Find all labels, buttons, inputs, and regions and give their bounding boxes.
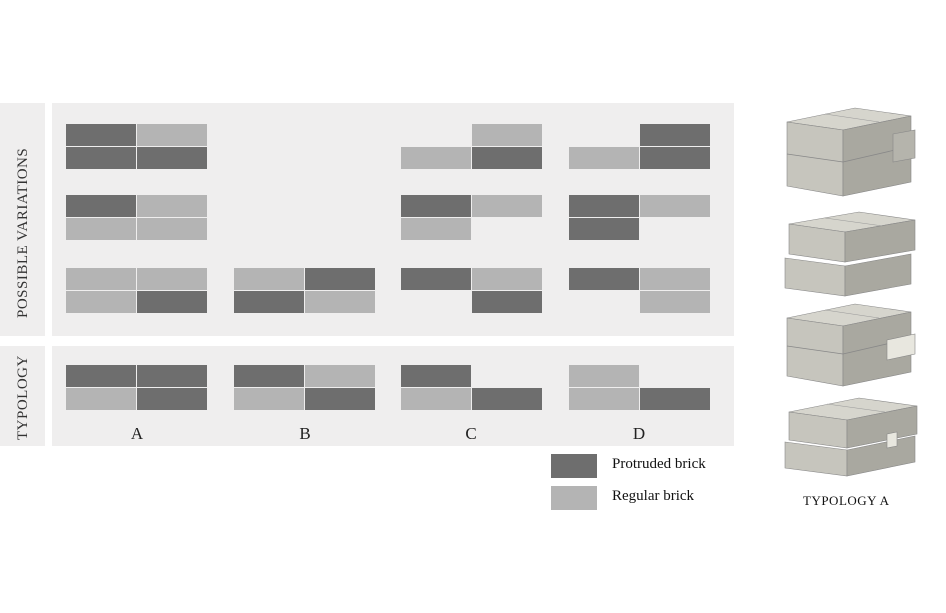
variation-row2-a-top-1-protruded-brick <box>66 195 136 217</box>
variation-row3-b-top-1-regular-brick <box>234 268 304 290</box>
typology-a-models <box>784 107 918 477</box>
variation-row3-b-bottom-2-regular-brick <box>305 291 375 313</box>
variation-row3-a-bottom-2-protruded-brick <box>137 291 207 313</box>
typology-b-bottom-1-regular-brick <box>234 388 304 410</box>
variation-row1-d-bottom-2-protruded-brick <box>640 147 710 169</box>
variation-row1-c-bottom-2-protruded-brick <box>472 147 542 169</box>
brick-model-2 <box>784 211 916 297</box>
variation-row2-a-bottom-1-regular-brick <box>66 218 136 240</box>
variation-row3-c-bottom-2-protruded-brick <box>472 291 542 313</box>
variation-row1-c-top-2-regular-brick <box>472 124 542 146</box>
variation-row3-b-top-2-protruded-brick <box>305 268 375 290</box>
variation-row1-a-top-2-regular-brick <box>137 124 207 146</box>
column-label-d: D <box>632 424 646 443</box>
variation-row1-c-bottom-1-regular-brick <box>401 147 471 169</box>
variation-row3-d-bottom-2-regular-brick <box>640 291 710 313</box>
typology-a-top-2-protruded-brick <box>137 365 207 387</box>
typology-label-strip <box>0 346 45 446</box>
variation-row3-a-top-1-regular-brick <box>66 268 136 290</box>
column-label-a: A <box>130 424 144 443</box>
typology-d-bottom-1-regular-brick <box>569 388 639 410</box>
variation-row2-c-top-1-protruded-brick <box>401 195 471 217</box>
variation-row2-a-top-2-regular-brick <box>137 195 207 217</box>
typology-label: TYPOLOGY <box>15 355 31 440</box>
typology-c-bottom-1-regular-brick <box>401 388 471 410</box>
variation-row2-d-top-2-regular-brick <box>640 195 710 217</box>
variation-row1-d-top-2-protruded-brick <box>640 124 710 146</box>
legend-protruded-label: Protruded brick <box>612 456 706 472</box>
variation-row3-d-top-1-protruded-brick <box>569 268 639 290</box>
variation-row1-a-top-1-protruded-brick <box>66 124 136 146</box>
possible-variations-label: POSSIBLE VARIATIONS <box>15 147 31 318</box>
typology-c-top-1-protruded-brick <box>401 365 471 387</box>
typology-b-bottom-2-protruded-brick <box>305 388 375 410</box>
variation-row2-c-top-2-regular-brick <box>472 195 542 217</box>
variations-label-strip <box>0 103 45 336</box>
variation-row2-d-bottom-1-protruded-brick <box>569 218 639 240</box>
variation-row2-d-top-1-protruded-brick <box>569 195 639 217</box>
variation-row2-a-bottom-2-regular-brick <box>137 218 207 240</box>
variation-row3-c-top-2-regular-brick <box>472 268 542 290</box>
column-label-c: C <box>465 424 477 443</box>
legend-regular-label: Regular brick <box>612 488 695 504</box>
brick-model-4 <box>784 397 918 477</box>
typology-a-bottom-2-protruded-brick <box>137 388 207 410</box>
typology-a-caption: TYPOLOGY A <box>803 493 890 508</box>
variation-row3-a-bottom-1-regular-brick <box>66 291 136 313</box>
variation-row3-b-bottom-1-protruded-brick <box>234 291 304 313</box>
typology-a-bottom-1-regular-brick <box>66 388 136 410</box>
typology-a-top-1-protruded-brick <box>66 365 136 387</box>
brick-model-3 <box>786 303 916 387</box>
typology-b-top-2-regular-brick <box>305 365 375 387</box>
typology-d-bottom-2-protruded-brick <box>640 388 710 410</box>
brick-model-1 <box>786 107 916 197</box>
variation-row1-a-bottom-1-protruded-brick <box>66 147 136 169</box>
legend-regular-swatch <box>551 486 597 510</box>
legend-protruded-swatch <box>551 454 597 478</box>
typology-b-top-1-protruded-brick <box>234 365 304 387</box>
variation-row3-d-top-2-regular-brick <box>640 268 710 290</box>
variation-row3-a-top-2-regular-brick <box>137 268 207 290</box>
typology-d-top-1-regular-brick <box>569 365 639 387</box>
variation-row1-d-bottom-1-regular-brick <box>569 147 639 169</box>
typology-c-bottom-2-protruded-brick <box>472 388 542 410</box>
column-label-b: B <box>299 424 311 443</box>
variation-row2-c-bottom-1-regular-brick <box>401 218 471 240</box>
variation-row1-a-bottom-2-protruded-brick <box>137 147 207 169</box>
variation-row3-c-top-1-protruded-brick <box>401 268 471 290</box>
